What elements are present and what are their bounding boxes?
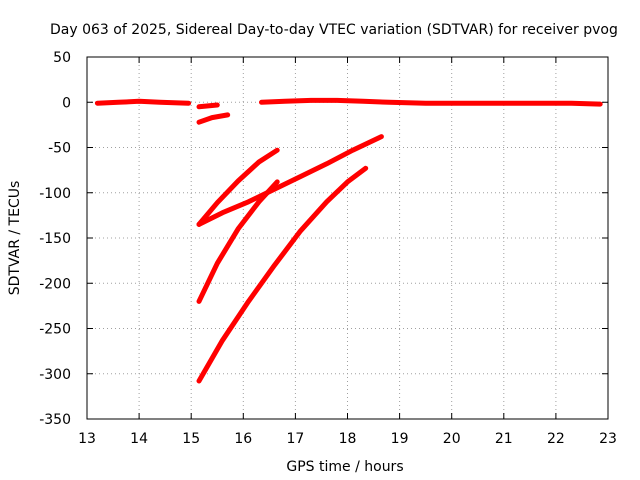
x-axis-label: GPS time / hours	[286, 459, 403, 475]
x-tick-label: 14	[130, 431, 148, 447]
series-7-line	[196, 179, 280, 304]
series-4-line	[259, 97, 603, 107]
series-layer	[94, 97, 603, 384]
tick-layer: 13 14 15 16 17 18 19 20 21 22 23 50 0 -50 -100 -150 -200…	[39, 50, 617, 447]
series-1-line	[94, 98, 192, 106]
series-8-line	[196, 165, 369, 384]
y-tick-label: 0	[62, 95, 71, 111]
x-tick-label: 15	[182, 431, 200, 447]
y-tick-label: -200	[39, 276, 71, 292]
y-tick-label: -100	[39, 186, 71, 202]
x-tick-label: 22	[547, 431, 565, 447]
y-tick-label: -350	[39, 412, 71, 428]
series-6-line	[196, 134, 384, 227]
series-3-line	[196, 112, 231, 125]
x-tick-label: 19	[391, 431, 409, 447]
grid-layer	[87, 57, 608, 419]
y-axis-label: SDTVAR / TECUs	[7, 181, 23, 296]
x-tick-label: 18	[339, 431, 357, 447]
x-tick-label: 21	[495, 431, 513, 447]
x-tick-label: 20	[443, 431, 461, 447]
x-tick-label: 23	[599, 431, 617, 447]
series-5-line	[196, 147, 280, 227]
x-tick-label: 17	[286, 431, 304, 447]
x-tick-label: 13	[78, 431, 96, 447]
y-tick-label: -150	[39, 231, 71, 247]
x-tick-label: 16	[234, 431, 252, 447]
y-tick-label: -50	[48, 141, 71, 157]
series-2-line	[196, 102, 220, 110]
y-tick-label: -250	[39, 322, 71, 338]
y-tick-label: 50	[53, 50, 71, 66]
y-tick-label: -300	[39, 367, 71, 383]
chart-title: Day 063 of 2025, Sidereal Day-to-day VTE…	[50, 22, 618, 38]
